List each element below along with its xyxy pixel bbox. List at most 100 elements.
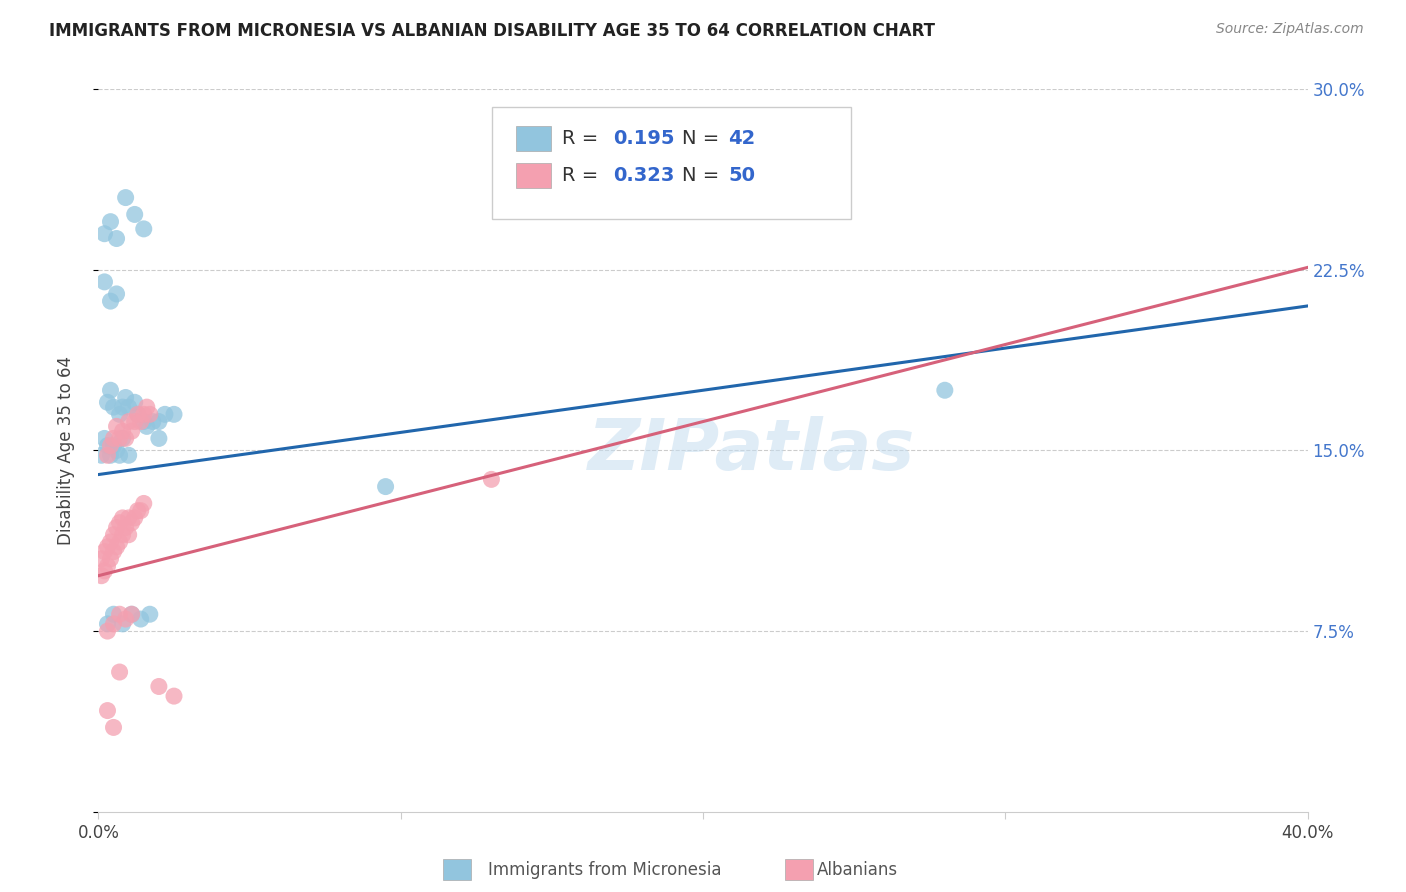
Point: [96, 624, 118, 639]
Point: [121, 424, 143, 438]
Point: [111, 527, 134, 541]
Point: [108, 516, 131, 530]
Point: [132, 496, 155, 510]
Point: [118, 511, 141, 525]
Point: [124, 395, 146, 409]
Point: [139, 607, 162, 622]
Text: Source: ZipAtlas.com: Source: ZipAtlas.com: [1216, 22, 1364, 37]
Point: [132, 222, 155, 236]
Point: [108, 665, 131, 679]
Point: [93, 431, 115, 445]
Point: [96, 540, 118, 554]
Point: [90, 568, 112, 582]
Y-axis label: Disability Age 35 to 64: Disability Age 35 to 64: [56, 356, 75, 545]
Point: [111, 511, 134, 525]
Point: [108, 535, 131, 549]
Point: [111, 400, 134, 414]
Point: [127, 503, 149, 517]
Point: [118, 448, 141, 462]
Point: [105, 520, 128, 534]
Point: [374, 480, 396, 494]
Point: [90, 551, 112, 566]
Point: [93, 544, 115, 558]
Point: [135, 400, 157, 414]
Point: [129, 503, 152, 517]
Point: [139, 407, 162, 421]
Point: [93, 564, 115, 578]
Point: [103, 721, 125, 735]
Point: [105, 419, 128, 434]
Point: [148, 431, 170, 445]
Point: [96, 448, 118, 462]
Point: [142, 415, 165, 429]
Point: [118, 415, 141, 429]
Point: [153, 407, 176, 421]
Point: [129, 415, 152, 429]
Point: [114, 391, 136, 405]
Point: [163, 407, 186, 421]
Point: [100, 214, 122, 228]
Point: [90, 448, 112, 462]
Point: [103, 400, 125, 414]
Point: [93, 275, 115, 289]
Text: R =: R =: [562, 166, 605, 186]
Point: [129, 612, 152, 626]
Point: [124, 511, 146, 525]
Point: [114, 520, 136, 534]
Text: IMMIGRANTS FROM MICRONESIA VS ALBANIAN DISABILITY AGE 35 TO 64 CORRELATION CHART: IMMIGRANTS FROM MICRONESIA VS ALBANIAN D…: [49, 22, 935, 40]
Point: [114, 190, 136, 204]
Point: [481, 472, 503, 486]
Point: [114, 431, 136, 445]
Point: [132, 407, 155, 421]
Point: [148, 680, 170, 694]
Point: [103, 431, 125, 445]
Text: 0.195: 0.195: [613, 128, 675, 148]
Point: [100, 384, 122, 398]
Point: [934, 384, 956, 398]
Point: [108, 607, 131, 622]
Point: [114, 612, 136, 626]
Point: [103, 616, 125, 631]
Text: 0.323: 0.323: [613, 166, 675, 186]
Point: [105, 286, 128, 301]
Point: [100, 448, 122, 462]
Point: [105, 540, 128, 554]
Point: [100, 535, 122, 549]
Point: [135, 419, 157, 434]
Point: [148, 415, 170, 429]
Point: [96, 704, 118, 718]
Point: [96, 439, 118, 453]
Point: [108, 431, 131, 445]
Text: N =: N =: [682, 166, 725, 186]
Point: [124, 207, 146, 221]
Text: ZIPatlas: ZIPatlas: [588, 416, 915, 485]
Point: [105, 231, 128, 245]
Text: 50: 50: [728, 166, 755, 186]
Point: [121, 607, 143, 622]
Point: [108, 448, 131, 462]
Text: 42: 42: [728, 128, 755, 148]
Point: [124, 415, 146, 429]
Point: [127, 407, 149, 421]
Point: [127, 407, 149, 421]
Point: [103, 527, 125, 541]
Point: [132, 415, 155, 429]
Point: [103, 607, 125, 622]
Point: [103, 544, 125, 558]
Point: [108, 407, 131, 421]
Point: [121, 516, 143, 530]
Point: [96, 395, 118, 409]
Text: Albanians: Albanians: [817, 861, 898, 879]
Point: [118, 527, 141, 541]
Point: [100, 439, 122, 453]
Point: [96, 616, 118, 631]
Point: [111, 431, 134, 445]
Point: [93, 227, 115, 241]
Point: [111, 616, 134, 631]
Point: [100, 551, 122, 566]
Point: [96, 559, 118, 574]
Point: [111, 424, 134, 438]
Point: [105, 443, 128, 458]
Point: [100, 294, 122, 309]
Point: [103, 439, 125, 453]
